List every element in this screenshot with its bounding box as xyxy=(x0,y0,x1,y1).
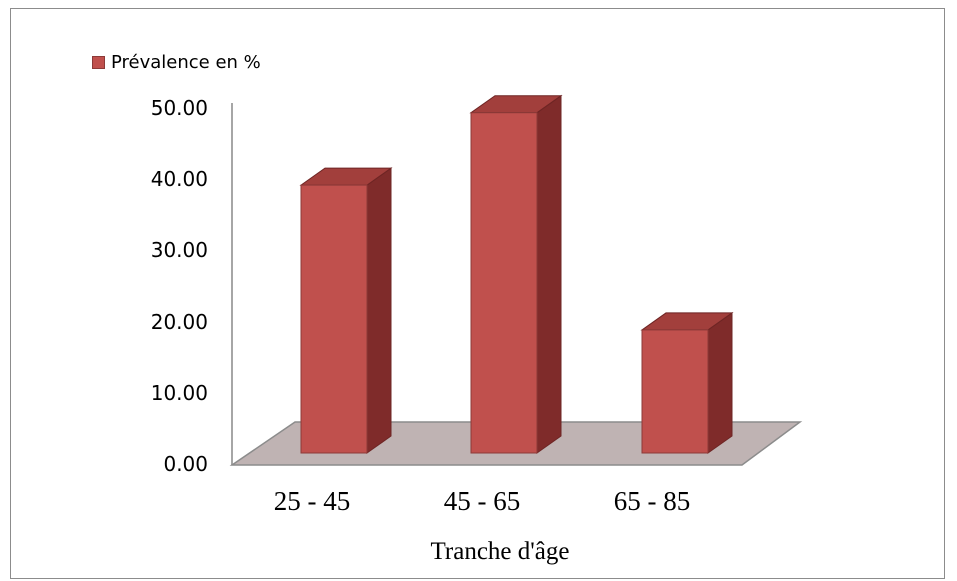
x-axis-title: Tranche d'âge xyxy=(430,538,570,565)
legend-label: Prévalence en % xyxy=(111,51,261,73)
bar-side xyxy=(366,167,392,454)
bar xyxy=(300,184,368,454)
legend: Prévalence en % xyxy=(92,51,261,73)
bar-side xyxy=(707,311,733,454)
legend-swatch xyxy=(92,55,105,69)
y-tick-label: 20.00 xyxy=(150,310,208,334)
y-tick-label: 30.00 xyxy=(150,238,208,262)
y-tick-label: 40.00 xyxy=(150,167,208,191)
y-tick-label: 10.00 xyxy=(150,381,208,405)
x-tick-label: 45 - 65 xyxy=(443,486,521,516)
y-tick-label: 0.00 xyxy=(163,452,208,476)
bar xyxy=(641,329,709,454)
bar-side xyxy=(536,94,562,454)
x-tick-label: 25 - 45 xyxy=(273,486,351,516)
bar xyxy=(470,112,538,454)
x-tick-label: 65 - 85 xyxy=(613,486,691,516)
y-tick-label: 50.00 xyxy=(150,96,208,120)
